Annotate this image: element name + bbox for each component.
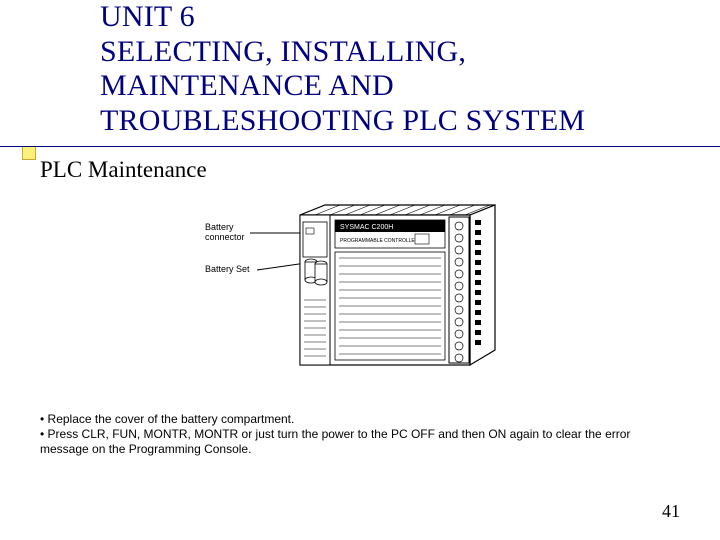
- device-label-2: PROGRAMMABLE CONTROLLER: [340, 238, 419, 244]
- bullet-1: • Replace the cover of the battery compa…: [40, 412, 680, 427]
- battery-shapes: [305, 259, 327, 285]
- slide-container: UNIT 6 SELECTING, INSTALLING, MAINTENANC…: [0, 0, 720, 540]
- plc-svg: Battery connector Battery Set: [205, 200, 515, 385]
- chassis-right: [470, 205, 495, 365]
- bullet-1-text: Replace the cover of the battery compart…: [48, 412, 295, 426]
- bullet-2: • Press CLR, FUN, MONTR, MONTR or just t…: [40, 427, 680, 457]
- subtitle-block: PLC Maintenance: [0, 147, 720, 183]
- label-battery-connector: Battery: [205, 222, 234, 232]
- bullets-block: • Replace the cover of the battery compa…: [40, 412, 680, 457]
- plc-figure: Battery connector Battery Set: [205, 200, 515, 385]
- subtitle-text: PLC Maintenance: [40, 157, 680, 183]
- battery-compartment: [303, 222, 327, 257]
- device-label-1: SYSMAC C200H: [340, 224, 393, 231]
- label-battery-connector2: connector: [205, 232, 245, 242]
- battery-connector-icon: [306, 228, 314, 234]
- slide-bullet-marker: [22, 146, 36, 160]
- page-number: 41: [662, 501, 680, 522]
- chassis-top: [300, 205, 495, 215]
- label-battery-set: Battery Set: [205, 264, 250, 274]
- title-block: UNIT 6 SELECTING, INSTALLING, MAINTENANC…: [0, 0, 720, 147]
- bullet-2-text: Press CLR, FUN, MONTR, MONTR or just tur…: [40, 427, 630, 456]
- unit-line: UNIT 6: [100, 0, 680, 35]
- main-title: SELECTING, INSTALLING, MAINTENANCE AND T…: [100, 35, 680, 139]
- small-box-on-plate: [415, 234, 429, 244]
